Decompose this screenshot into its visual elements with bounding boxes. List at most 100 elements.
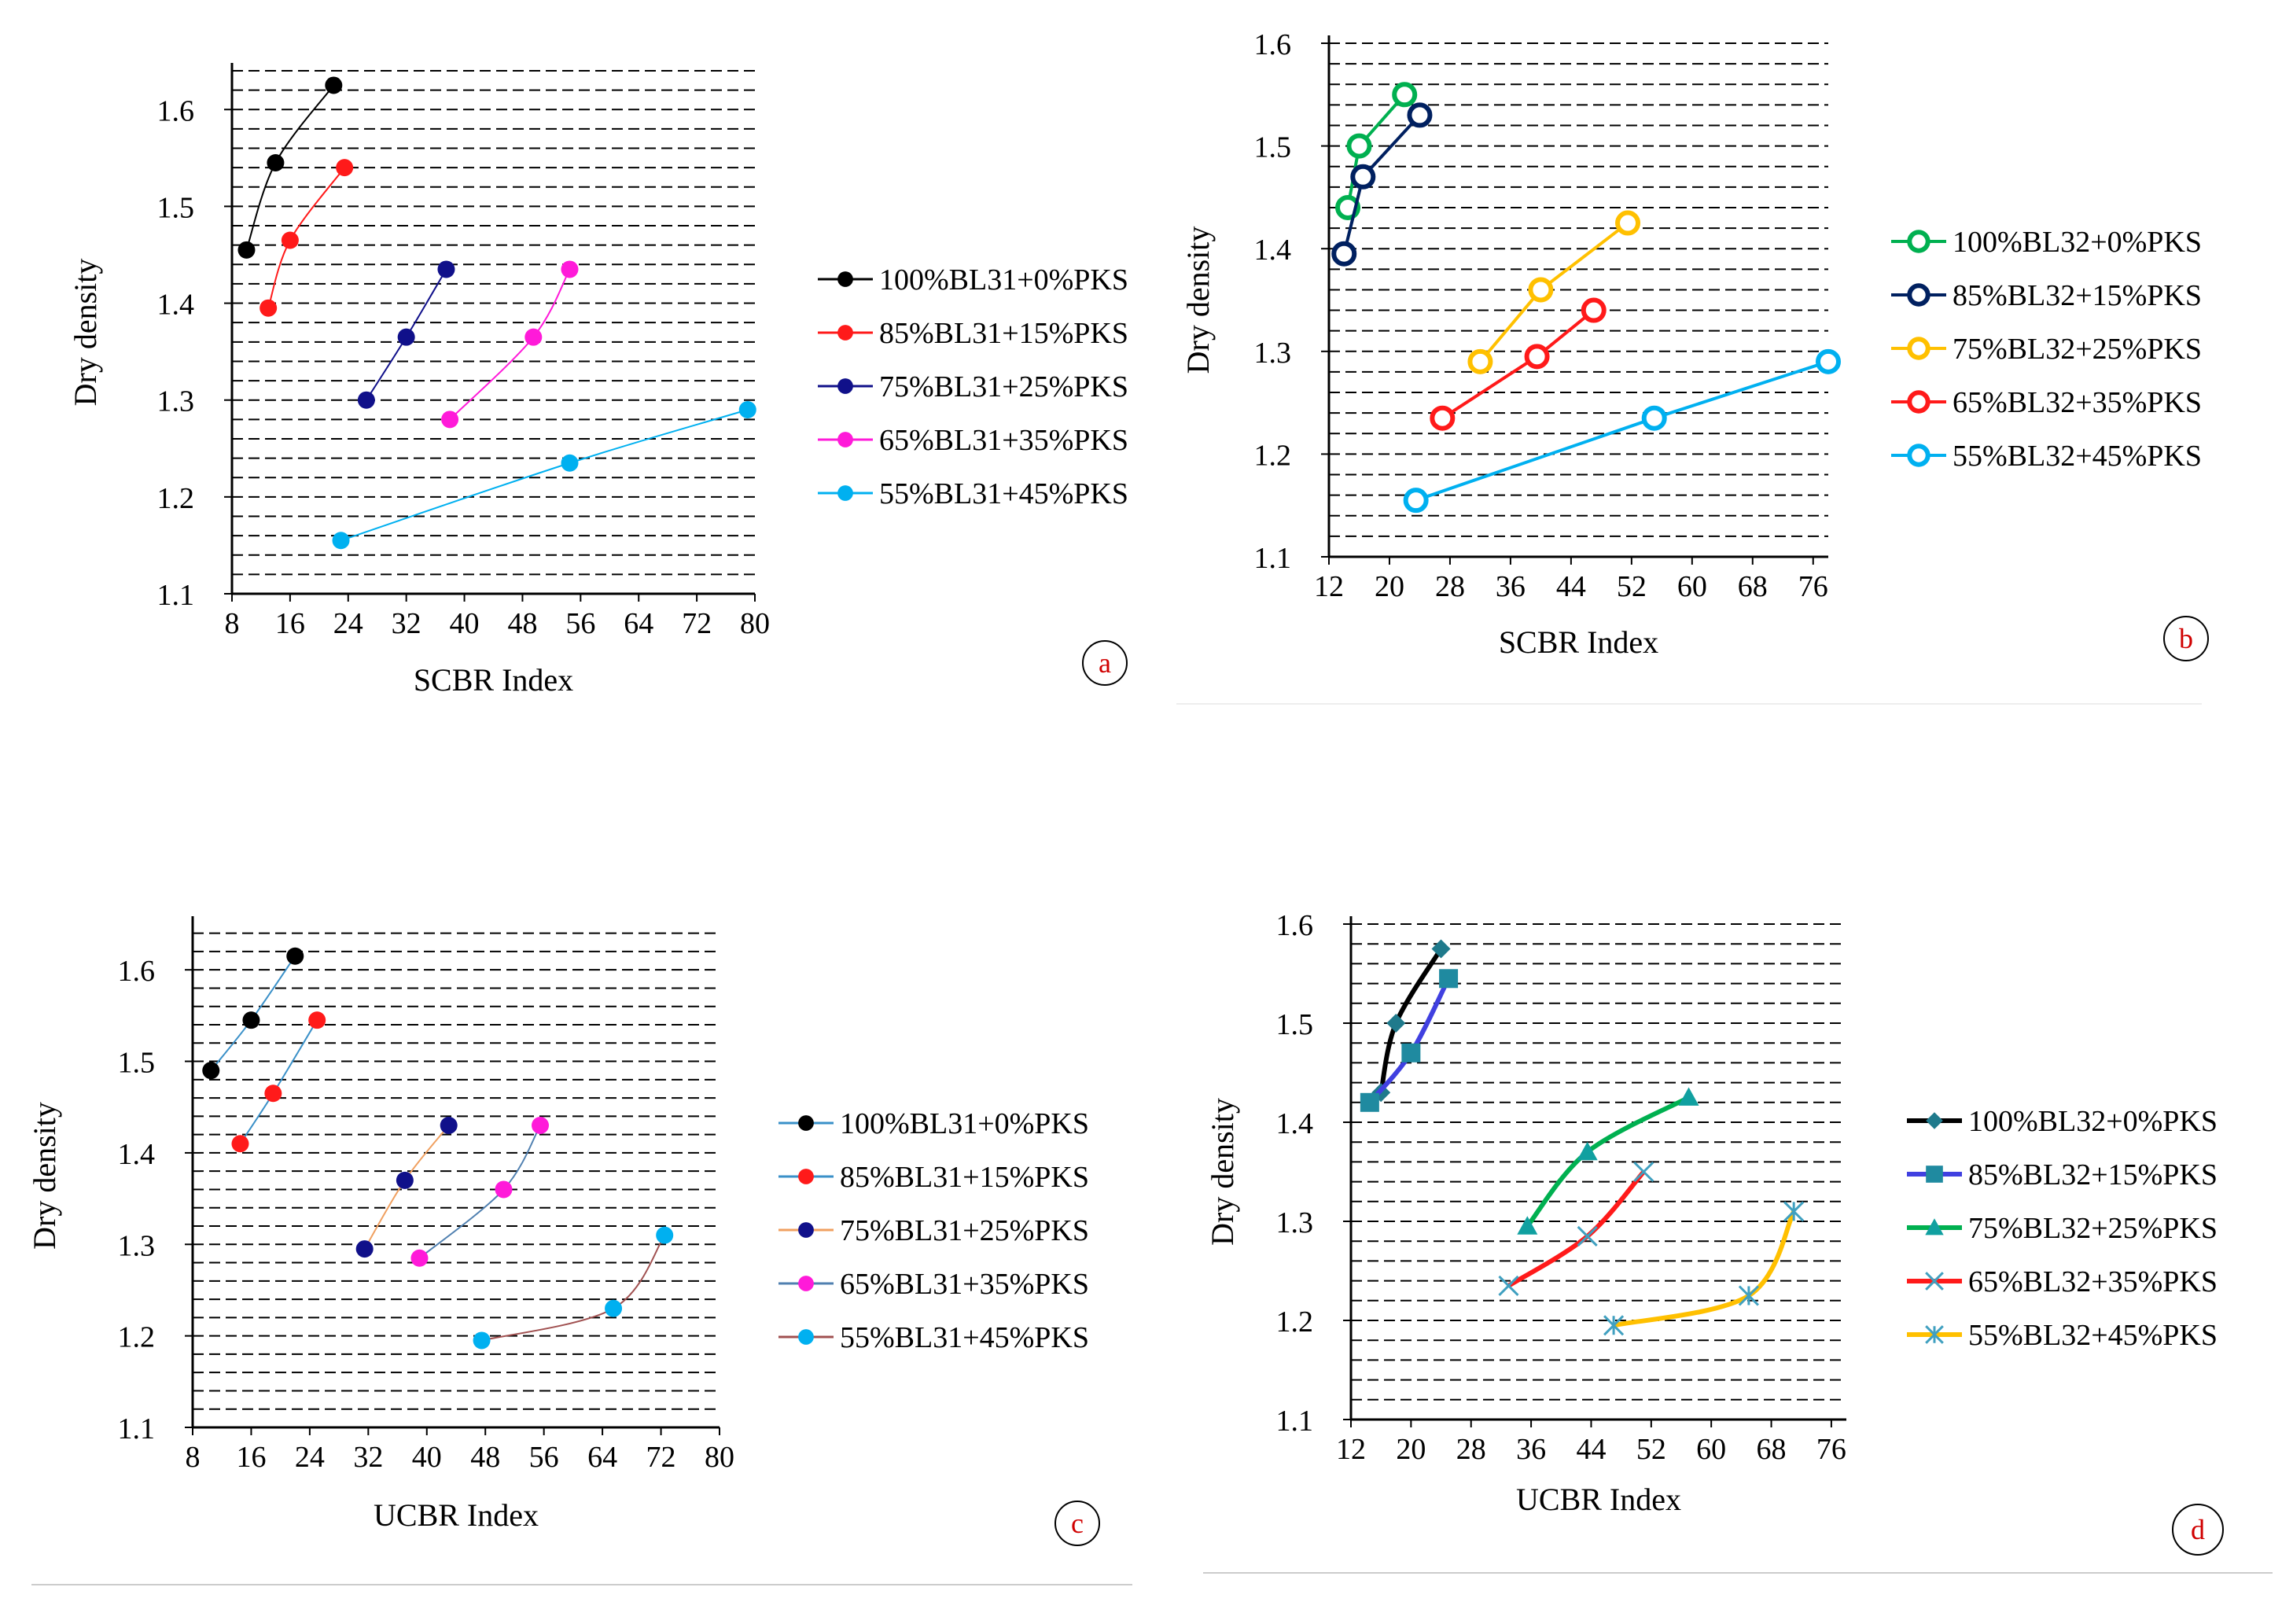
data-point — [1528, 277, 1554, 303]
data-point — [837, 432, 853, 447]
x-tick-label: 36 — [1496, 570, 1526, 603]
y-tick-label: 1.2 — [118, 1321, 156, 1354]
y-tick-label: 1.1 — [118, 1412, 156, 1445]
data-point — [837, 485, 853, 501]
y-tick-label: 1.6 — [1254, 28, 1292, 61]
data-point — [1615, 210, 1641, 236]
data-point — [1407, 102, 1433, 128]
panel-c-series — [202, 947, 674, 1350]
data-point — [1738, 1285, 1759, 1306]
panel-d-yticks: 1.1 1.2 1.3 1.4 1.5 1.6 — [1276, 909, 1314, 1438]
y-tick-label: 1.3 — [118, 1229, 156, 1262]
data-point — [1641, 405, 1667, 431]
y-tick-label: 1.6 — [1276, 909, 1314, 942]
panel-d-grid — [1351, 923, 1846, 1401]
data-point — [1331, 241, 1357, 267]
legend-label: 75%BL31+25%PKS — [840, 1214, 1089, 1247]
panel-d: 12 20 28 36 44 52 60 68 76 1.1 1.2 1.3 1… — [1205, 909, 2224, 1556]
legend-label: 85%BL31+15%PKS — [879, 317, 1128, 350]
legend-label: 75%BL32+25%PKS — [1968, 1212, 2218, 1245]
data-point — [1907, 444, 1930, 467]
x-tick-label: 60 — [1696, 1433, 1726, 1466]
data-point — [1346, 133, 1372, 159]
data-point — [1498, 1275, 1519, 1296]
y-axis-label: Dry density — [1180, 226, 1216, 374]
x-tick-label: 48 — [470, 1441, 500, 1474]
panel-a-xticks: 8 16 24 32 40 48 56 64 72 80 — [225, 607, 771, 640]
panel-label: b — [2179, 623, 2193, 654]
x-tick-label: 56 — [529, 1441, 559, 1474]
x-tick-label: 76 — [1816, 1433, 1846, 1466]
data-point — [396, 1171, 414, 1189]
panel-a-series — [237, 76, 756, 550]
legend-label: 100%BL32+0%PKS — [1953, 226, 2202, 259]
panel-a-yticks: 1.1 1.2 1.3 1.4 1.5 1.6 — [157, 94, 195, 612]
data-point — [286, 947, 304, 965]
x-tick-label: 8 — [225, 607, 240, 640]
data-point — [738, 401, 756, 419]
x-tick-label: 56 — [565, 607, 595, 640]
series-line — [481, 1235, 666, 1342]
panel-label-circle — [2163, 616, 2209, 661]
data-point — [1925, 1272, 1944, 1291]
series-line — [1415, 359, 1829, 503]
panel-b-axes — [1321, 35, 1828, 565]
data-point — [798, 1276, 814, 1291]
series-line — [239, 1019, 318, 1144]
y-tick-label: 1.1 — [1254, 542, 1292, 575]
series-line — [1441, 309, 1596, 420]
y-tick-label: 1.2 — [157, 482, 195, 515]
legend-label: 85%BL31+15%PKS — [840, 1161, 1089, 1194]
data-point — [1431, 939, 1451, 959]
y-tick-label: 1.3 — [1276, 1206, 1314, 1239]
data-point — [1403, 488, 1429, 514]
data-point — [308, 1011, 326, 1029]
data-point — [1524, 344, 1550, 370]
x-tick-label: 24 — [295, 1441, 325, 1474]
panel-d-axes — [1343, 916, 1846, 1427]
x-tick-label: 24 — [333, 607, 363, 640]
y-tick-label: 1.1 — [157, 579, 195, 612]
data-point — [1577, 1141, 1598, 1161]
data-point — [656, 1226, 674, 1244]
y-tick-label: 1.2 — [1254, 439, 1292, 472]
data-point — [524, 328, 543, 346]
data-point — [410, 1249, 429, 1267]
data-point — [1401, 1043, 1421, 1062]
x-tick-label: 28 — [1435, 570, 1465, 603]
panel-b-legend: 100%BL32+0%PKS 85%BL32+15%PKS 75%BL32+25… — [1891, 226, 2202, 473]
data-point — [1925, 1218, 1944, 1235]
data-point — [1907, 230, 1930, 253]
panel-b-xticks: 12 20 28 36 44 52 60 68 76 — [1314, 570, 1828, 603]
y-axis-label: Dry density — [1205, 1098, 1240, 1246]
panel-c: 8 16 24 32 40 48 56 64 72 80 1.1 1.2 1.3… — [27, 916, 1100, 1546]
x-tick-label: 20 — [1396, 1433, 1426, 1466]
legend-label: 55%BL32+45%PKS — [1968, 1319, 2218, 1352]
panel-label: d — [2191, 1514, 2205, 1545]
y-tick-label: 1.4 — [1276, 1107, 1314, 1140]
series-line — [340, 409, 749, 542]
series-line — [1613, 1210, 1796, 1328]
legend-label: 100%BL31+0%PKS — [840, 1107, 1089, 1140]
x-axis-label: SCBR Index — [1499, 624, 1658, 660]
data-point — [1577, 1225, 1598, 1247]
data-point — [561, 454, 579, 472]
panel-c-grid — [193, 932, 720, 1410]
x-tick-label: 32 — [353, 1441, 383, 1474]
y-tick-label: 1.3 — [1254, 337, 1292, 370]
data-point — [837, 271, 853, 287]
data-point — [798, 1115, 814, 1131]
legend-label: 65%BL31+35%PKS — [879, 424, 1128, 457]
data-point — [264, 1085, 282, 1103]
data-point — [473, 1331, 491, 1350]
legend-label: 100%BL31+0%PKS — [879, 263, 1128, 296]
y-tick-label: 1.2 — [1276, 1305, 1314, 1339]
panel-label-circle — [2172, 1504, 2224, 1556]
x-tick-label: 60 — [1677, 570, 1707, 603]
data-point — [202, 1062, 220, 1080]
x-tick-label: 40 — [412, 1441, 442, 1474]
legend-label: 65%BL31+35%PKS — [840, 1268, 1089, 1301]
x-tick-label: 48 — [507, 607, 537, 640]
panel-label: c — [1071, 1508, 1084, 1539]
